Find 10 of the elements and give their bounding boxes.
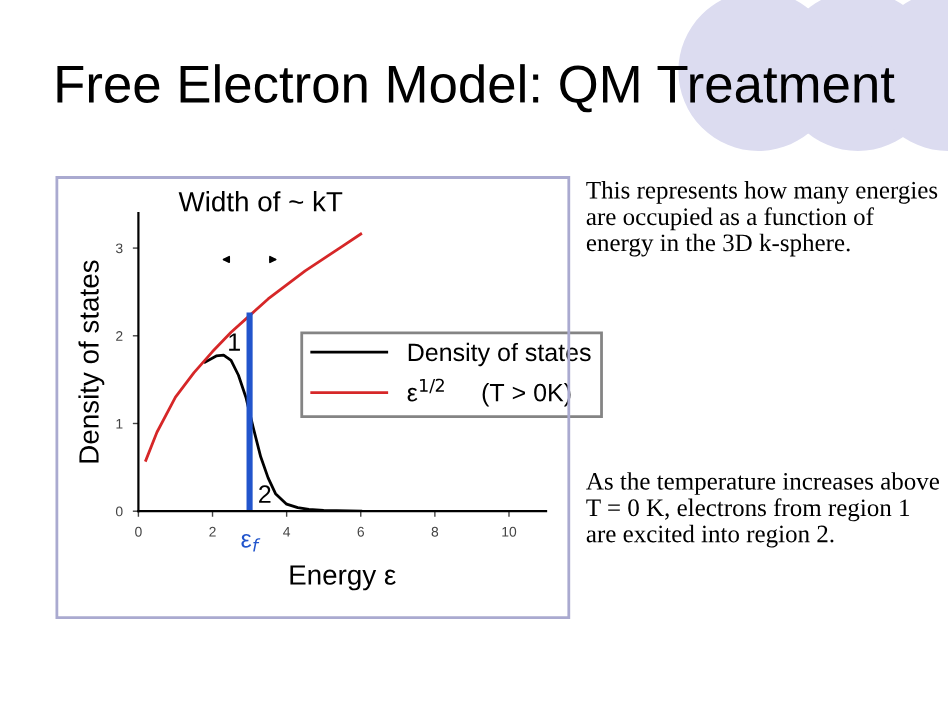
annotation: 2 (259, 485, 271, 503)
chart-title: Free Electron Model: QM Treatment (57, 64, 895, 113)
x-axis-title: Energy ε (290, 565, 396, 591)
text: ε$_{f}$ (241, 533, 261, 552)
text: Width of ~ kT (178, 191, 343, 212)
annotation: 1 (229, 333, 240, 351)
legend-label: Density of states (408, 342, 591, 367)
text: This represents how many energies are occupied as a function of energy in the 3D k-sphere. (586, 181, 938, 257)
y-axis-title: Density of states (78, 260, 105, 463)
text: As the temperature increases above T = 0 K, electrons from region 1 are excited into region 2. (586, 472, 939, 548)
